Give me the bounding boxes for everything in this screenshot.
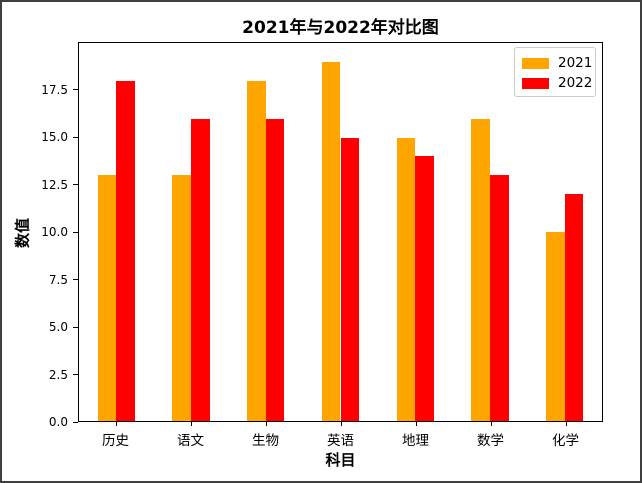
y-tick-label: 7.5 — [48, 272, 68, 287]
legend-swatch-2022 — [522, 77, 549, 89]
chart-title: 2021年与2022年对比图 — [242, 18, 439, 38]
y-tick-label: 17.5 — [41, 82, 68, 97]
bar-2022-生物 — [265, 118, 285, 421]
y-tick-label: 5.0 — [48, 320, 68, 334]
y-tick-mark — [73, 231, 78, 233]
bar-2021-历史 — [97, 175, 117, 421]
bar-2021-地理 — [396, 137, 416, 421]
bar-2021-化学 — [545, 232, 565, 421]
bar-2022-历史 — [116, 80, 136, 421]
y-tick-mark — [73, 136, 78, 138]
y-tick-mark — [73, 326, 78, 328]
bar-2022-英语 — [340, 137, 360, 421]
bar-2021-英语 — [321, 61, 341, 421]
legend-item-2021: 2021 — [522, 53, 595, 73]
y-tick-label: 15.0 — [41, 130, 68, 144]
bar-2021-语文 — [172, 175, 192, 421]
x-tick-label-语文: 语文 — [177, 433, 204, 449]
x-tick-mark — [415, 422, 417, 426]
x-tick-mark — [490, 422, 492, 426]
y-tick-mark — [73, 421, 78, 423]
x-tick-mark — [565, 422, 567, 426]
legend-swatch-2021 — [522, 57, 549, 69]
legend: 2021 2022 — [514, 47, 596, 97]
x-tick-label-化学: 化学 — [552, 433, 579, 449]
legend-item-2022: 2022 — [522, 73, 595, 93]
x-tick-mark — [340, 422, 342, 426]
y-tick-mark — [73, 374, 78, 375]
x-axis-label: 科目 — [325, 451, 356, 469]
bar-2022-化学 — [564, 194, 584, 421]
x-tick-mark — [190, 422, 192, 426]
plot-area — [78, 42, 603, 422]
x-tick-label-英语: 英语 — [327, 433, 354, 449]
x-tick-label-地理: 地理 — [402, 433, 429, 449]
bar-2022-地理 — [415, 156, 434, 421]
y-tick-mark — [73, 184, 78, 185]
y-tick-mark — [73, 89, 78, 90]
legend-label: 2021 — [558, 55, 593, 71]
x-tick-label-数学: 数学 — [477, 433, 504, 449]
x-tick-label-生物: 生物 — [252, 433, 279, 449]
x-tick-mark — [265, 422, 267, 426]
y-tick-mark — [73, 279, 78, 280]
x-tick-mark — [115, 422, 117, 426]
bar-2021-生物 — [247, 80, 266, 421]
y-tick-label: 0.0 — [48, 415, 68, 429]
y-tick-label: 2.5 — [48, 367, 68, 382]
bar-2022-语文 — [191, 118, 210, 421]
bar-2022-数学 — [489, 175, 509, 421]
bar-2021-数学 — [471, 118, 490, 421]
y-tick-label: 12.5 — [41, 177, 68, 192]
legend-label: 2022 — [558, 75, 593, 91]
y-tick-label: 10.0 — [41, 225, 68, 239]
x-tick-label-历史: 历史 — [102, 433, 129, 449]
